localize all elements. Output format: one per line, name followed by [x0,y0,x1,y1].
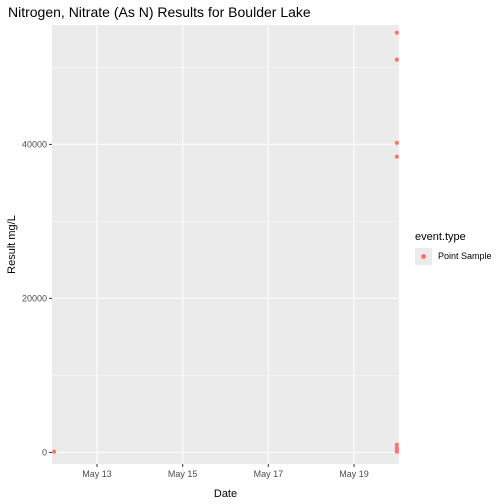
x-tick-label: May 13 [82,469,112,479]
y-tick-label: 0 [42,447,47,457]
legend-key [415,248,432,265]
chart-title: Nitrogen, Nitrate (As N) Results for Bou… [8,4,311,20]
data-point [394,154,399,159]
y-axis-title: Result mg/L [6,215,18,274]
data-point [394,30,399,35]
data-point [394,449,399,454]
data-point [394,57,399,62]
legend-label-point-sample: Point Sample [438,251,492,261]
data-point [52,449,57,454]
x-tick-label: May 15 [168,469,198,479]
x-axis-title: Date [214,488,237,500]
y-tick-label: 40000 [22,139,47,149]
plot-panel [52,25,399,464]
y-tick-label: 20000 [22,293,47,303]
data-point [394,442,399,447]
data-point [394,140,399,145]
legend-title: event.type [415,231,466,243]
x-tick-label: May 19 [339,469,369,479]
x-tick-label: May 17 [254,469,284,479]
legend-point-icon [421,254,426,259]
